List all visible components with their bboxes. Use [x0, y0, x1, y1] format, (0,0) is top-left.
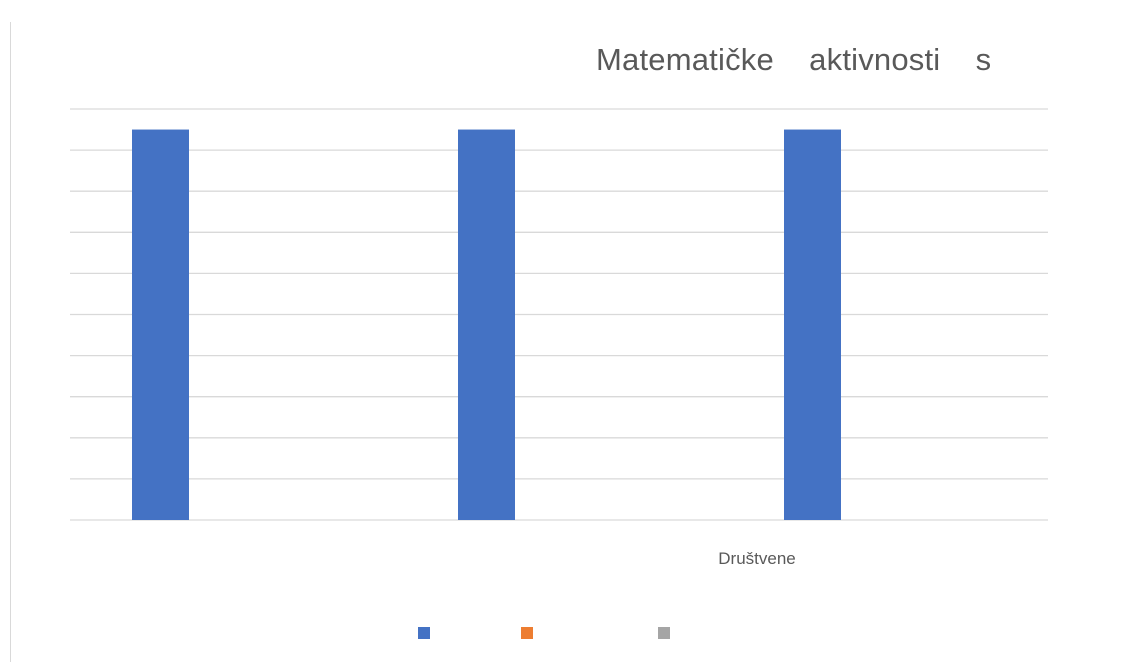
bar — [458, 129, 515, 521]
bars — [132, 129, 841, 521]
legend — [418, 627, 670, 639]
chart-border — [10, 22, 11, 662]
legend-swatch — [521, 627, 533, 639]
chart-title: Matematičke aktivnosti s — [596, 42, 992, 77]
legend-swatch — [658, 627, 670, 639]
bar — [132, 129, 189, 521]
x-tick-label: Društvene — [718, 549, 795, 568]
x-axis-labels: Društvene — [718, 549, 795, 568]
gridlines — [70, 108, 1048, 521]
legend-swatch — [418, 627, 430, 639]
bar — [784, 129, 841, 521]
